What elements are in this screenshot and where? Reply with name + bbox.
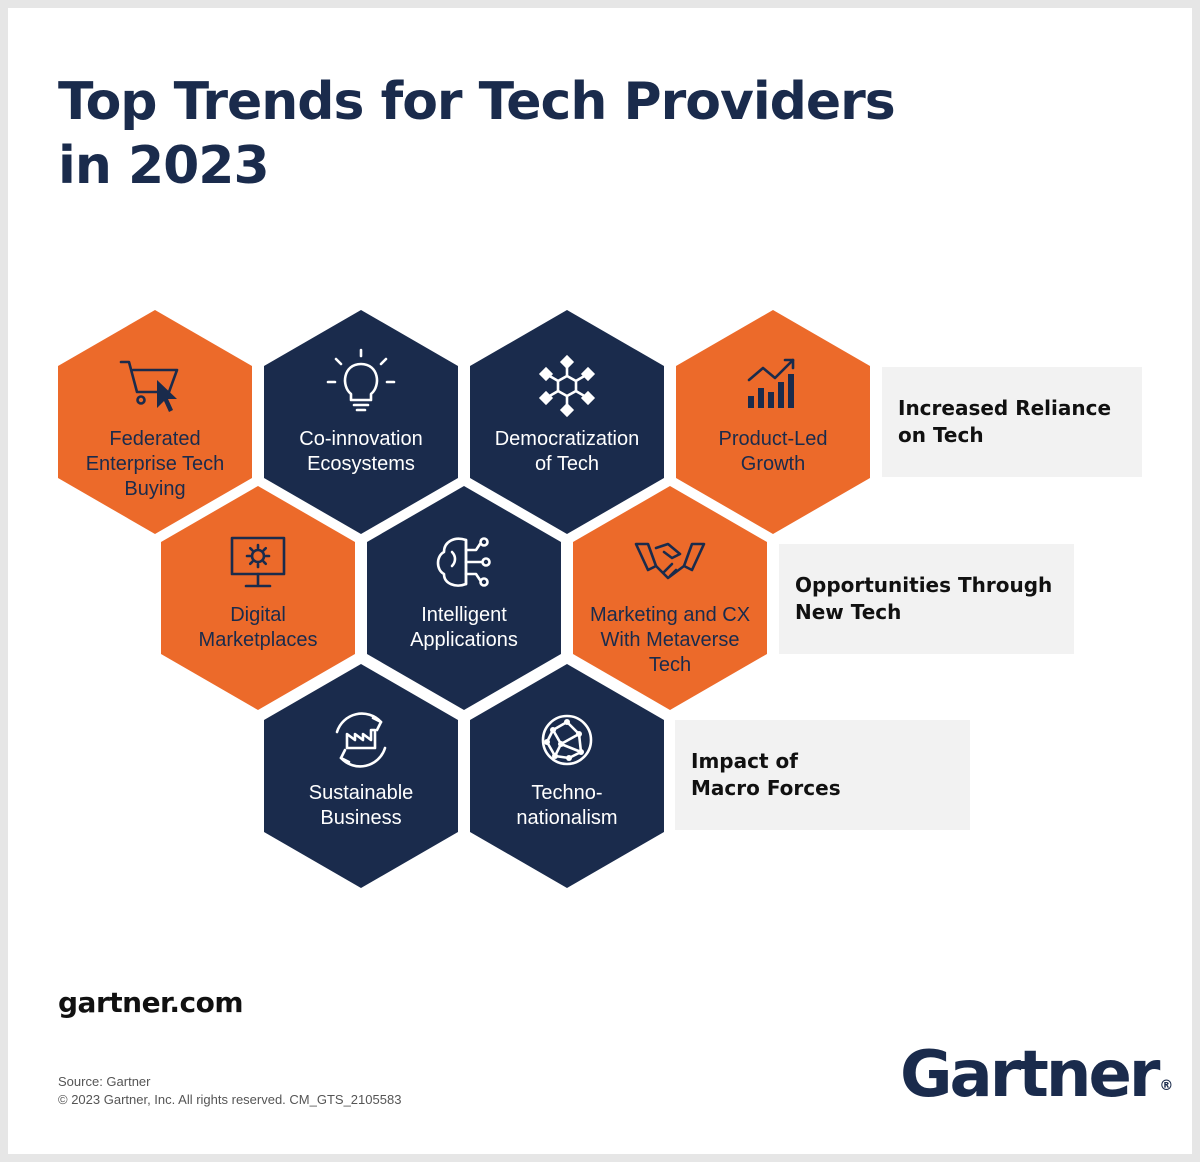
hexagon-label-line: Enterprise Tech: [86, 453, 225, 475]
globe-network-icon: [541, 714, 593, 766]
hexagon-label-line: Business: [320, 807, 401, 829]
hexagon-label-line: Intelligent: [421, 604, 507, 626]
panel-line: New Tech: [795, 600, 902, 624]
hexagon-label-line: Marketplaces: [199, 629, 318, 651]
hexagon-shape: [573, 486, 767, 710]
shopping-cart-cursor-icon: [119, 360, 179, 412]
hexagon-democratization: Democratization of Tech: [470, 310, 664, 534]
title-line-2: in 2023: [58, 136, 270, 196]
panel-line: on Tech: [898, 423, 984, 447]
brain-circuit-icon: [436, 537, 491, 587]
registered-mark: ®: [1159, 1078, 1174, 1094]
lightbulb-icon: [326, 348, 396, 412]
panel-line: Increased Reliance: [898, 396, 1112, 420]
gartner-logo: Gartner ®: [900, 1040, 1173, 1127]
logo-text: Gartner: [900, 1038, 1160, 1112]
panel-opportunities-new-tech: Opportunities Through New Tech: [779, 544, 1074, 654]
hexagon-marketplaces: Digital Marketplaces: [161, 486, 355, 710]
hexagon-shape: [58, 310, 252, 534]
hexagon-intelligent: Intelligent Applications: [367, 486, 561, 710]
hexagon-shape: [264, 310, 458, 534]
panel-line: Impact of: [691, 749, 798, 773]
hexagon-shape: [264, 664, 458, 888]
hexagon-label-line: Democratization: [495, 428, 640, 450]
hexagon-label-line: Applications: [410, 629, 518, 651]
site-url[interactable]: gartner.com: [58, 986, 244, 1019]
hexagon-label-line: Co-innovation: [299, 428, 422, 450]
hexagon-label-line: nationalism: [516, 807, 617, 829]
title-line-1: Top Trends for Tech Providers: [58, 72, 896, 132]
panel-macro-forces: Impact of Macro Forces: [675, 720, 970, 830]
hexagon-label-line: Tech: [649, 654, 691, 676]
panel-increased-reliance: Increased Reliance on Tech: [882, 367, 1142, 477]
growth-chart-icon: [747, 358, 795, 408]
hexagon-label-line: Federated: [109, 428, 200, 450]
source-line: Source: Gartner: [58, 1074, 151, 1089]
hexagon-label-line: Sustainable: [309, 782, 414, 804]
hexagon-shape: [470, 310, 664, 534]
network-hub-icon: [538, 354, 596, 418]
hexagon-label-line: Digital: [230, 604, 286, 626]
hexagon-federated: Federated Enterprise Tech Buying: [58, 310, 252, 534]
hexagon-techno: Techno-nationalism: [470, 664, 664, 888]
hexagon-label-line: Buying: [124, 478, 185, 500]
hexagon-label-line: Growth: [741, 453, 805, 475]
hexagon-shape: [676, 310, 870, 534]
hexagon-sustainable: Sustainable Business: [264, 664, 458, 888]
hexagon-shape: [470, 664, 664, 888]
hexagon-label-line: of Tech: [535, 453, 599, 475]
hexagon-metaverse: Marketing and CX With Metaverse Tech: [573, 486, 767, 710]
hexagon-productled: Product-Led Growth: [676, 310, 870, 534]
page-title: Top Trends for Tech Providers in 2023: [58, 70, 1058, 198]
hexagon-label-line: With Metaverse: [601, 629, 740, 651]
hexagon-label-line: Ecosystems: [307, 453, 415, 475]
copyright-line: © 2023 Gartner, Inc. All rights reserved…: [58, 1092, 402, 1107]
panel-line: Opportunities Through: [795, 573, 1053, 597]
hexagon-label-line: Marketing and CX: [590, 604, 750, 626]
hexagon-coinnovation: Co-innovation Ecosystems: [264, 310, 458, 534]
hexagon-shape: [367, 486, 561, 710]
monitor-gear-icon: [230, 536, 286, 588]
recycle-factory-icon: [335, 712, 387, 768]
hexagon-label-line: Techno-: [531, 782, 602, 804]
hexagon-shape: [161, 486, 355, 710]
source-note: Source: Gartner © 2023 Gartner, Inc. All…: [58, 1073, 401, 1109]
handshake-icon: [634, 542, 706, 580]
hexagon-label-line: Product-Led: [719, 428, 828, 450]
panel-line: Macro Forces: [691, 776, 841, 800]
